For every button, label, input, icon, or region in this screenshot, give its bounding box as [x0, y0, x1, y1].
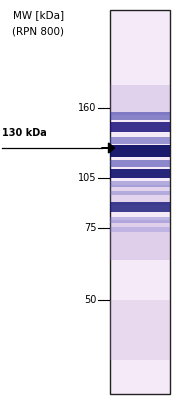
- Bar: [110, 190, 170, 196]
- Bar: [110, 202, 170, 212]
- Text: 75: 75: [84, 223, 96, 233]
- Bar: [110, 10, 170, 394]
- Bar: [110, 228, 170, 232]
- Text: 160: 160: [78, 103, 96, 113]
- Bar: [110, 85, 170, 115]
- Bar: [110, 220, 170, 260]
- Bar: [110, 185, 170, 205]
- Text: MW [kDa]: MW [kDa]: [13, 10, 64, 20]
- Bar: [110, 112, 170, 120]
- Bar: [110, 122, 170, 132]
- Bar: [110, 136, 170, 144]
- Text: 130 kDa: 130 kDa: [2, 128, 47, 138]
- Bar: [110, 300, 170, 360]
- Bar: [110, 217, 170, 223]
- Bar: [110, 145, 170, 157]
- Bar: [110, 160, 170, 166]
- Bar: [110, 168, 170, 178]
- Bar: [110, 181, 170, 187]
- Text: 105: 105: [78, 173, 96, 183]
- Text: (RPN 800): (RPN 800): [12, 26, 65, 36]
- Text: 50: 50: [84, 295, 96, 305]
- FancyArrow shape: [102, 143, 115, 153]
